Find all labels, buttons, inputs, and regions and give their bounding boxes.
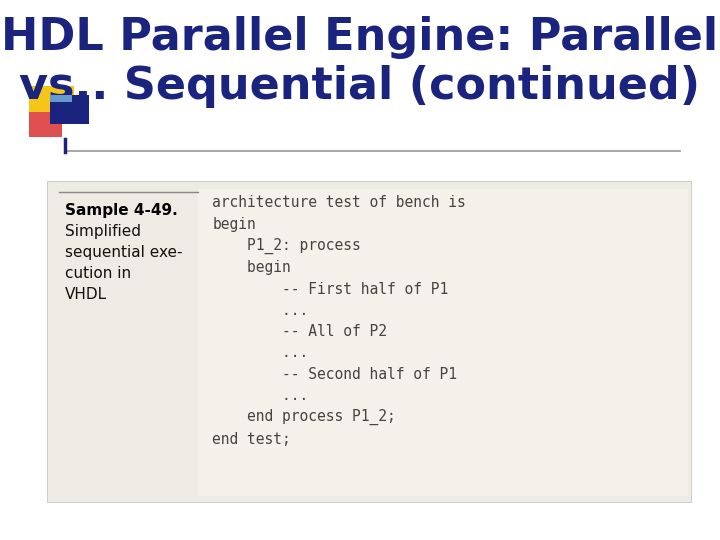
Bar [47,181,691,502]
Text: HDL Parallel Engine: Parallel
vs.. Sequential (continued): HDL Parallel Engine: Parallel vs.. Seque… [1,16,719,109]
Bar [30,86,74,120]
Text: Sample 4-49.: Sample 4-49. [65,202,178,218]
Bar [30,112,62,137]
Bar [50,94,72,102]
Text: Simplified
sequential exe-
cution in
VHDL: Simplified sequential exe- cution in VHD… [65,224,182,302]
Bar [198,189,688,496]
Text: architecture test of bench is
begin
    P1_2: process
    begin
        -- First: architecture test of bench is begin P1_2… [212,195,466,447]
Bar [50,94,89,124]
